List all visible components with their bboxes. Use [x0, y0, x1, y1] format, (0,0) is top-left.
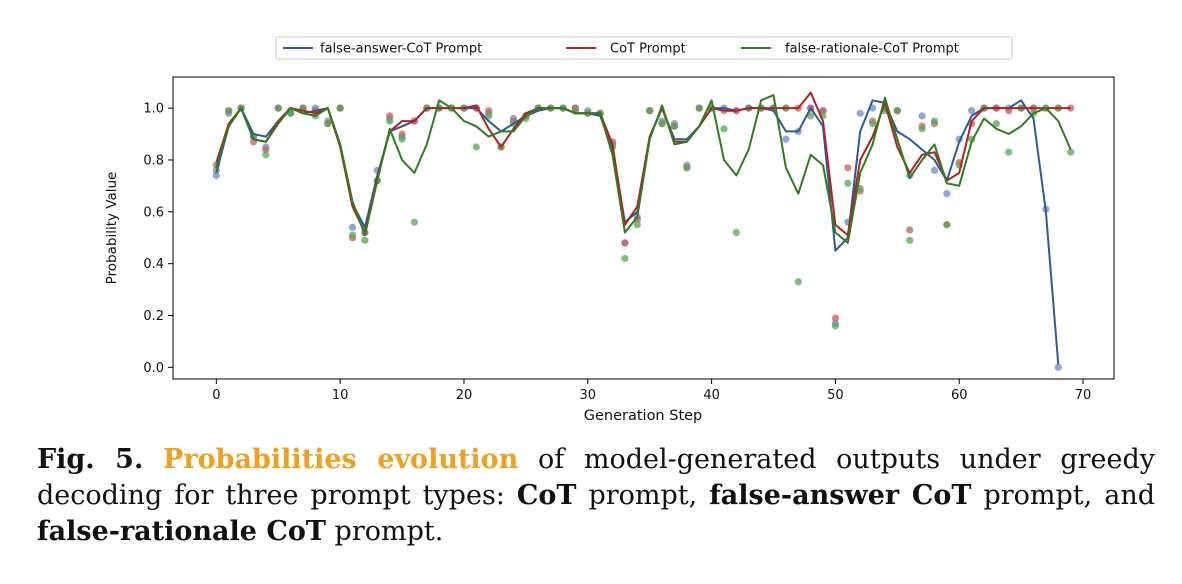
- scatter-point: [670, 122, 679, 130]
- series-lines: [215, 91, 1072, 365]
- plot-frame: [172, 76, 1115, 380]
- y-tick-label: 1.0: [143, 102, 164, 117]
- scatter-point: [262, 145, 270, 154]
- scatter-point: [807, 112, 815, 120]
- scatter-point: [732, 228, 740, 237]
- scatter-point: [683, 164, 691, 172]
- scatter-point: [361, 236, 369, 244]
- series-line-1: [215, 99, 1060, 365]
- scatter-point: [348, 223, 357, 231]
- scatter-point: [485, 112, 493, 120]
- scatter-point: [324, 120, 332, 128]
- x-tick-label: 10: [332, 388, 349, 403]
- scatter-point: [918, 125, 926, 133]
- scatter-point: [831, 314, 840, 322]
- x-tick-label: 30: [580, 388, 597, 403]
- scatter-point: [262, 151, 270, 159]
- caption-text-2: prompt,: [576, 480, 710, 511]
- scatter-point: [348, 231, 357, 239]
- caption-text-3: prompt, and: [971, 480, 1155, 511]
- scatter-point: [695, 104, 703, 112]
- scatter-point: [386, 117, 394, 125]
- scatter-point: [621, 254, 629, 263]
- scatter-point: [906, 226, 914, 234]
- caption-highlight: Probabilities evolution: [163, 444, 519, 475]
- caption-text-4: prompt.: [325, 516, 444, 547]
- scatter-point: [918, 112, 926, 120]
- x-tick-label: 60: [951, 388, 968, 403]
- y-tick-label: 0.2: [143, 309, 164, 324]
- scatter-point: [485, 107, 493, 115]
- scatter-point: [794, 278, 802, 286]
- scatter-point: [336, 104, 344, 112]
- x-tick-label: 0: [212, 388, 220, 403]
- legend-label-2: CoT Prompt: [610, 42, 686, 57]
- scatter-point: [943, 221, 951, 229]
- scatter-point: [386, 112, 394, 120]
- y-tick-label: 0.0: [143, 361, 164, 376]
- caption-bold-false-rationale: false-rationale CoT: [37, 516, 326, 547]
- legend-frame: [275, 36, 1013, 60]
- scatter-point: [720, 125, 728, 133]
- scatter-point: [782, 135, 790, 143]
- scatter-point: [212, 171, 220, 180]
- scatter-point: [646, 107, 654, 115]
- scatter-point: [844, 164, 852, 172]
- scatter-point: [992, 120, 1000, 128]
- scatter-point: [410, 218, 419, 226]
- y-tick-label: 0.8: [143, 153, 164, 168]
- scatter-point: [398, 130, 406, 138]
- scatter-point: [398, 135, 406, 143]
- scatter-point: [658, 120, 666, 128]
- scatter-point: [621, 239, 629, 247]
- scatter-point: [844, 179, 852, 187]
- caption-text-1: of model-generated outputs under greedy …: [37, 444, 1155, 511]
- caption-bold-false-answer: false-answer CoT: [709, 480, 972, 511]
- scatter-point: [943, 190, 951, 198]
- scatter-point: [819, 107, 827, 115]
- x-tick-label: 20: [456, 388, 473, 403]
- scatter-point: [856, 109, 864, 117]
- y-axis-label: Probability Value: [104, 172, 120, 285]
- x-tick-label: 40: [703, 388, 720, 403]
- y-tick-label: 0.6: [143, 205, 164, 220]
- probability-line-chart: false-answer-CoT Prompt CoT Prompt false-r…: [104, 36, 1115, 424]
- scatter-point: [930, 166, 939, 174]
- legend: false-answer-CoT Prompt CoT Prompt false-r…: [275, 36, 1013, 60]
- series-line-3: [215, 94, 1072, 244]
- scatter-point: [1067, 148, 1075, 156]
- scatter-point: [1054, 363, 1062, 371]
- scatter-point: [633, 221, 641, 229]
- x-axis-label: Generation Step: [584, 408, 703, 424]
- legend-label-1: false-answer-CoT Prompt: [320, 42, 482, 57]
- scatter-point: [968, 107, 976, 115]
- scatter-point: [225, 107, 233, 115]
- scatter-points: [212, 104, 1075, 371]
- figure-caption: Fig. 5. Probabilities evolution of model…: [37, 442, 1155, 550]
- x-tick-label: 70: [1075, 388, 1092, 403]
- scatter-point: [1005, 148, 1013, 156]
- y-tick-label: 0.4: [143, 257, 164, 272]
- legend-label-3: false-rationale-CoT Prompt: [785, 42, 959, 57]
- axis-ticks: 0 10 20 30 40 50 60 70 0.0 0.2 0.4 0.6 0.8 1.0: [143, 102, 1091, 403]
- caption-bold-cot: CoT: [516, 480, 577, 511]
- scatter-point: [868, 120, 877, 128]
- figure-label: Fig. 5.: [37, 444, 144, 475]
- scatter-point: [831, 322, 840, 330]
- x-tick-label: 50: [827, 388, 844, 403]
- scatter-point: [472, 143, 480, 151]
- scatter-point: [906, 236, 914, 244]
- scatter-point: [930, 117, 939, 125]
- scatter-point: [893, 107, 901, 115]
- scatter-point: [274, 104, 282, 112]
